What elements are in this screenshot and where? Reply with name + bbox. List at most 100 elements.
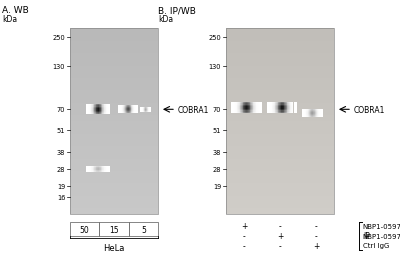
Bar bbox=[135, 106, 136, 107]
Bar bbox=[232, 107, 233, 108]
Bar bbox=[317, 114, 318, 115]
Bar bbox=[244, 112, 245, 114]
Bar bbox=[268, 107, 269, 108]
Bar bbox=[310, 114, 311, 115]
Bar bbox=[86, 111, 87, 113]
Bar bbox=[267, 104, 268, 105]
Text: A. WB: A. WB bbox=[2, 6, 29, 15]
Bar bbox=[89, 171, 90, 172]
Bar bbox=[249, 111, 250, 112]
Bar bbox=[286, 108, 287, 109]
Bar bbox=[231, 105, 232, 107]
Bar bbox=[309, 110, 310, 111]
Bar bbox=[94, 167, 95, 168]
Bar bbox=[291, 107, 292, 108]
Bar bbox=[261, 112, 262, 114]
Bar bbox=[121, 113, 122, 114]
Bar bbox=[316, 110, 317, 111]
Bar bbox=[273, 104, 274, 105]
Bar bbox=[105, 106, 106, 107]
Bar bbox=[137, 107, 138, 108]
Bar bbox=[226, 29, 334, 215]
Bar bbox=[70, 116, 158, 122]
Bar bbox=[235, 102, 236, 104]
Bar bbox=[304, 115, 305, 116]
Bar bbox=[321, 111, 322, 112]
Text: 15: 15 bbox=[109, 225, 119, 234]
Bar bbox=[312, 115, 313, 116]
Bar bbox=[129, 108, 130, 109]
Bar bbox=[118, 109, 119, 110]
Bar bbox=[70, 60, 158, 66]
Bar bbox=[258, 104, 259, 105]
Bar bbox=[233, 111, 234, 112]
Bar bbox=[86, 170, 87, 171]
Bar bbox=[120, 106, 121, 107]
Bar bbox=[304, 110, 305, 111]
Bar bbox=[108, 111, 109, 113]
Bar bbox=[124, 108, 125, 109]
Bar bbox=[94, 166, 95, 167]
Bar bbox=[248, 102, 249, 104]
Bar bbox=[276, 108, 277, 109]
Bar bbox=[130, 107, 131, 108]
Bar bbox=[244, 104, 245, 105]
Bar bbox=[316, 114, 317, 115]
Bar bbox=[267, 109, 268, 111]
Bar bbox=[311, 111, 312, 112]
Bar bbox=[70, 171, 158, 178]
Bar bbox=[125, 112, 126, 113]
Bar bbox=[125, 110, 126, 111]
Bar bbox=[97, 107, 98, 109]
Bar bbox=[70, 29, 158, 215]
Bar bbox=[252, 102, 253, 104]
Bar bbox=[247, 109, 248, 111]
Bar bbox=[97, 106, 98, 107]
Bar bbox=[91, 169, 92, 170]
Bar bbox=[319, 114, 320, 115]
Bar bbox=[231, 104, 232, 105]
Bar bbox=[254, 111, 255, 112]
Bar bbox=[89, 113, 90, 114]
Bar bbox=[98, 114, 99, 115]
Bar bbox=[97, 114, 98, 115]
Bar bbox=[240, 104, 241, 105]
Bar bbox=[268, 102, 269, 104]
Bar bbox=[270, 102, 271, 104]
Bar bbox=[128, 110, 129, 111]
Bar bbox=[254, 105, 255, 107]
Bar bbox=[308, 116, 309, 117]
Text: -: - bbox=[279, 241, 281, 250]
Bar bbox=[124, 110, 125, 111]
Bar bbox=[296, 111, 297, 112]
Bar bbox=[133, 109, 134, 110]
Bar bbox=[245, 108, 246, 109]
Text: Ctrl IgG: Ctrl IgG bbox=[363, 242, 389, 248]
Bar bbox=[103, 170, 104, 171]
Bar bbox=[136, 113, 137, 114]
Bar bbox=[88, 168, 89, 169]
Bar bbox=[241, 102, 242, 104]
Bar bbox=[98, 105, 99, 106]
Bar bbox=[253, 105, 254, 107]
Bar bbox=[99, 107, 100, 109]
Bar bbox=[98, 109, 99, 110]
Bar bbox=[232, 105, 233, 107]
Bar bbox=[102, 110, 103, 111]
Bar bbox=[292, 107, 293, 108]
Bar bbox=[289, 112, 290, 114]
Bar bbox=[288, 104, 289, 105]
Bar bbox=[309, 115, 310, 116]
Bar bbox=[259, 111, 260, 112]
Bar bbox=[303, 113, 304, 114]
Bar bbox=[120, 113, 121, 114]
Bar bbox=[122, 112, 123, 113]
Bar bbox=[95, 169, 96, 170]
Bar bbox=[108, 109, 109, 110]
Bar bbox=[235, 111, 236, 112]
Bar bbox=[106, 167, 107, 168]
Bar bbox=[118, 107, 119, 108]
Bar bbox=[260, 108, 261, 109]
Bar bbox=[128, 108, 129, 109]
Bar bbox=[257, 105, 258, 107]
